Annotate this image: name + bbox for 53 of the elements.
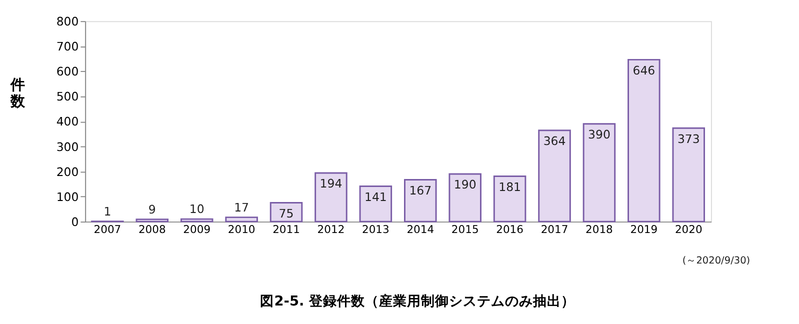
data-label: 141 xyxy=(364,190,387,204)
bar xyxy=(582,123,616,222)
data-label: 10 xyxy=(189,202,204,216)
text: (～2020/9/30) xyxy=(682,256,750,267)
x-tick-label: 2007 xyxy=(94,222,122,236)
bar xyxy=(225,216,258,222)
text: 図2-5. 登録件数（産業用制御システムのみ抽出） xyxy=(260,292,575,310)
bar xyxy=(672,127,706,222)
bar xyxy=(493,175,526,222)
data-label: 9 xyxy=(148,202,156,216)
x-tick-label: 2010 xyxy=(228,222,256,236)
x-tick-label: 2012 xyxy=(317,222,345,236)
y-tick-label: 700 xyxy=(56,40,79,54)
x-tick-label: 2008 xyxy=(138,222,166,236)
x-tick-label: 2016 xyxy=(496,222,524,236)
bar xyxy=(136,218,169,222)
data-label: 17 xyxy=(234,200,250,214)
data-label: 390 xyxy=(588,128,610,142)
x-tick-label: 2009 xyxy=(183,222,211,236)
data-label: 75 xyxy=(278,206,294,220)
bar xyxy=(448,173,482,222)
x-tick-label: 2020 xyxy=(674,222,702,236)
y-tick-label: 600 xyxy=(56,64,79,79)
y-tick-label: 800 xyxy=(56,14,79,28)
data-label: 646 xyxy=(632,63,656,78)
y-axis-title: 件数 xyxy=(10,76,27,110)
data-label: 1 xyxy=(104,204,112,218)
x-tick-label: 2019 xyxy=(630,222,658,236)
bar xyxy=(359,186,392,222)
y-tick-label: 200 xyxy=(56,164,79,179)
data-label: 364 xyxy=(543,134,566,148)
x-tick-label: 2015 xyxy=(451,222,479,236)
data-label: 373 xyxy=(677,132,700,146)
x-tick-label: 2013 xyxy=(362,222,390,236)
y-tick-label: 300 xyxy=(56,140,79,154)
data-label: 190 xyxy=(454,178,476,192)
bar xyxy=(270,202,303,222)
data-label: 181 xyxy=(498,180,521,194)
x-tick-label: 2011 xyxy=(272,222,300,236)
bar xyxy=(314,172,348,222)
x-tick-label: 2018 xyxy=(586,222,614,236)
data-label: 167 xyxy=(409,183,432,198)
y-tick-label: 100 xyxy=(56,190,79,204)
bar xyxy=(404,178,437,222)
bar xyxy=(180,218,214,222)
y-tick-label: 0 xyxy=(71,214,79,229)
y-tick-label: 400 xyxy=(56,114,79,129)
y-tick-label: 500 xyxy=(56,90,79,104)
bar xyxy=(538,130,571,222)
x-tick-label: 2017 xyxy=(540,222,568,236)
x-tick-label: 2014 xyxy=(406,222,434,236)
data-label: 194 xyxy=(320,176,342,191)
bar xyxy=(628,58,660,222)
